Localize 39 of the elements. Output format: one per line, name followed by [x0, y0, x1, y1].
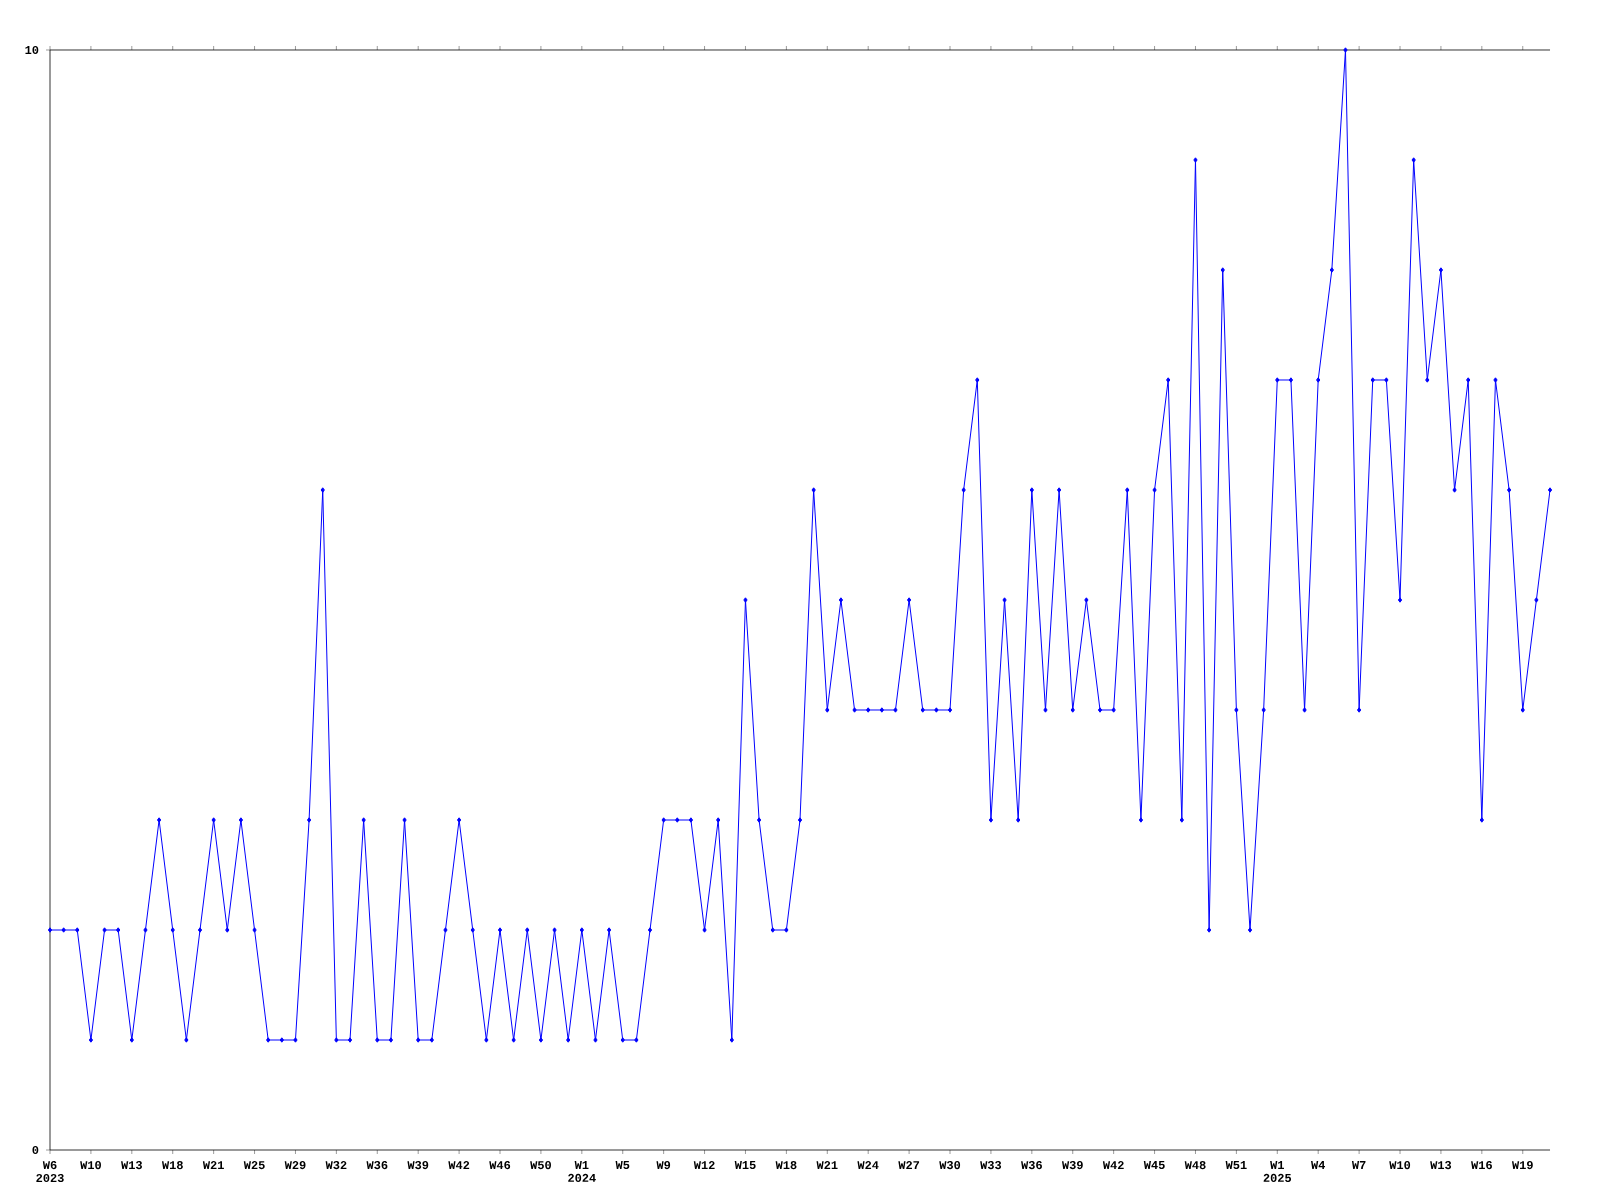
- x-tick-label: W29: [284, 1161, 306, 1170]
- y-tick-label: 0: [32, 1145, 39, 1155]
- x-tick-label: W50: [530, 1161, 551, 1170]
- x-tick-label: W5: [615, 1161, 630, 1170]
- x-tick-label: W51: [1225, 1161, 1247, 1170]
- x-tick-label: W36: [366, 1161, 388, 1170]
- x-tick-label: W30: [939, 1161, 961, 1170]
- x-tick-label: W13: [1430, 1161, 1452, 1170]
- x-tick-label: W36: [1021, 1161, 1042, 1170]
- x-tick-label: W6 2023: [36, 1161, 64, 1183]
- x-tick-label: W1 2024: [568, 1161, 596, 1182]
- x-tick-label: W16: [1471, 1161, 1492, 1170]
- x-tick-label: W39: [407, 1161, 429, 1170]
- x-tick-label: W13: [121, 1161, 142, 1170]
- x-tick-label: W33: [980, 1161, 1002, 1170]
- x-tick-label: W12: [693, 1161, 715, 1170]
- x-tick-label: W7: [1351, 1161, 1366, 1169]
- x-tick-label: W32: [325, 1161, 347, 1170]
- x-tick-label: W24: [857, 1161, 879, 1170]
- x-tick-label: W15: [734, 1161, 756, 1170]
- x-tick-label: W10: [80, 1161, 101, 1170]
- x-tick-label: W27: [898, 1161, 920, 1170]
- x-tick-label: W10: [1389, 1161, 1411, 1170]
- x-tick-label: W25: [243, 1161, 265, 1170]
- x-tick-label: W48: [1184, 1161, 1206, 1170]
- x-tick-label: W1 2025: [1263, 1161, 1292, 1182]
- x-tick-label: W4: [1311, 1161, 1326, 1169]
- x-tick-label: W45: [1143, 1161, 1165, 1170]
- x-tick-label: W46: [489, 1161, 511, 1170]
- x-tick-label: W39: [1061, 1161, 1083, 1170]
- x-tick-label: W9: [656, 1161, 671, 1170]
- x-tick-label: W19: [1511, 1161, 1533, 1170]
- x-tick-label: W21: [202, 1161, 224, 1170]
- x-tick-label: W42: [1102, 1161, 1124, 1170]
- x-tick-label: W18: [161, 1161, 183, 1170]
- x-tick-label: W42: [448, 1161, 470, 1170]
- x-tick-label: W21: [816, 1161, 838, 1170]
- x-tick-label: W18: [775, 1161, 797, 1170]
- y-tick-label: 10: [25, 45, 39, 55]
